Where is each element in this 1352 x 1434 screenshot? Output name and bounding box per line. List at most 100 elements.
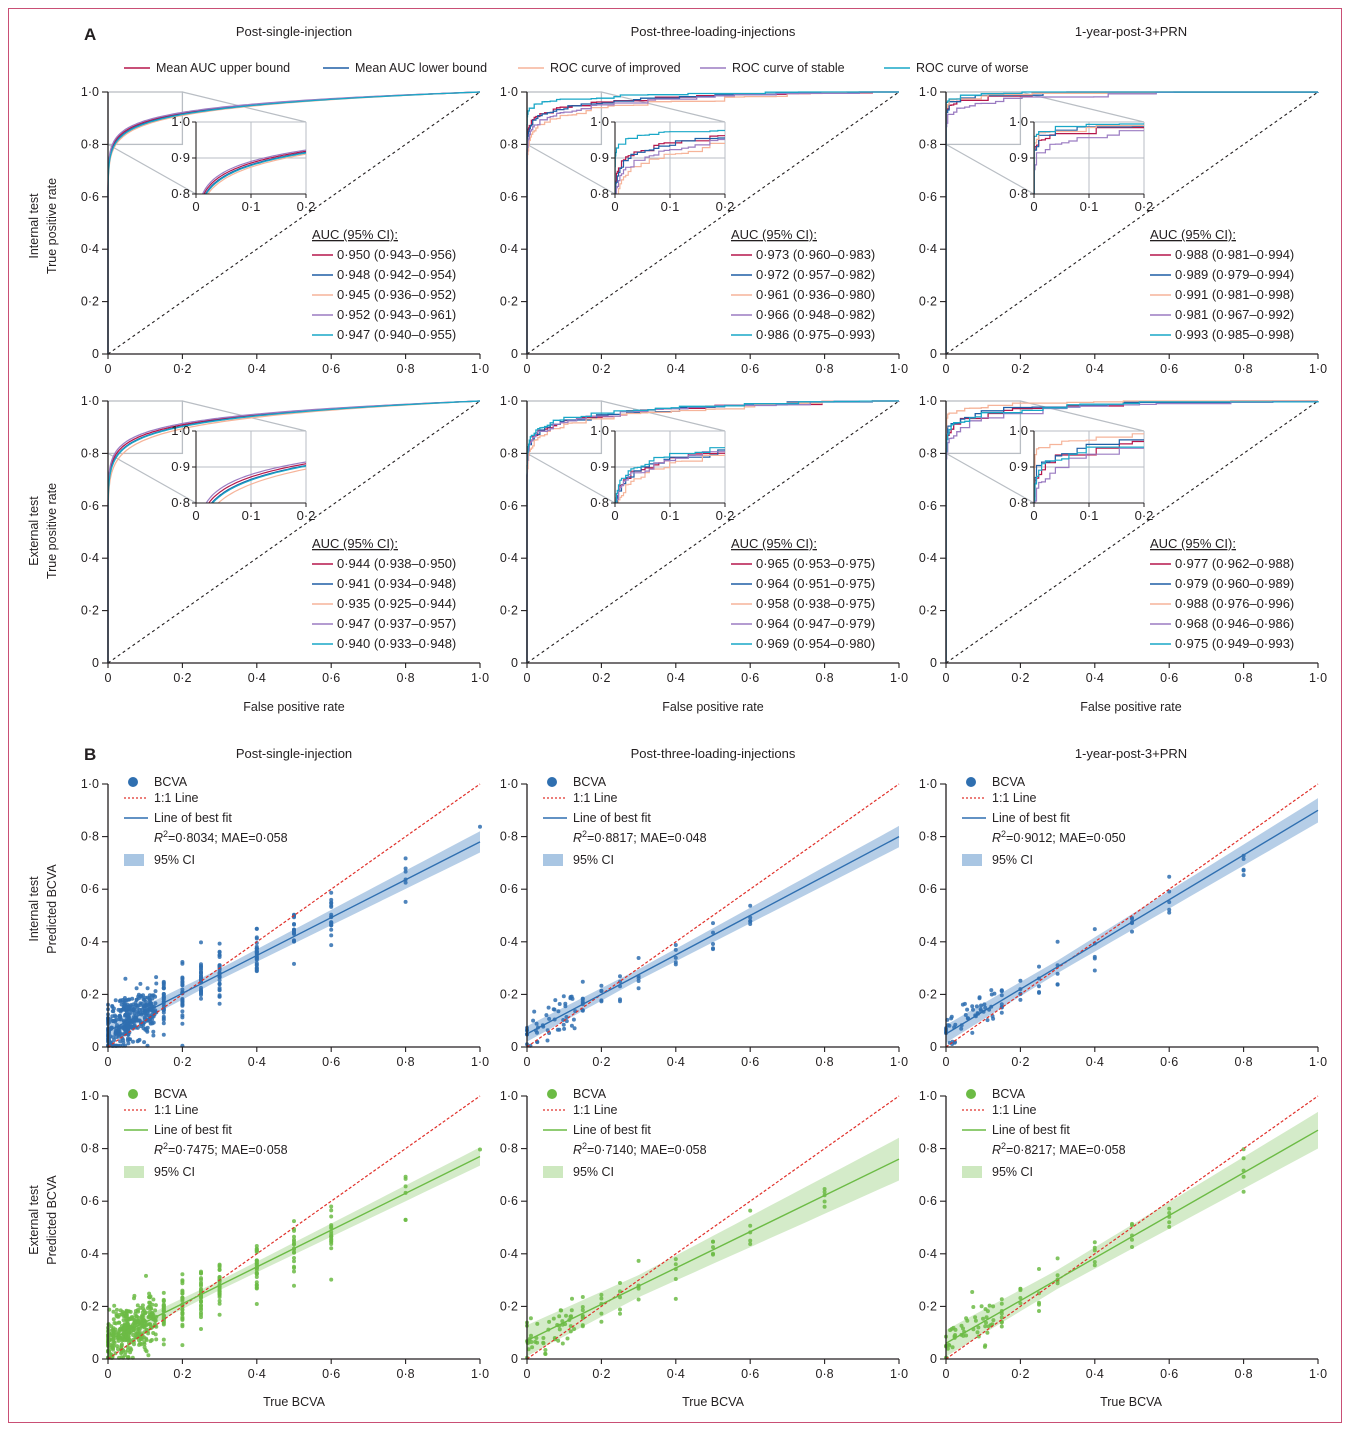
inset-x-tick-label: 0 [611, 199, 618, 214]
data-point [673, 943, 678, 947]
x-tick-label: 1·0 [471, 1367, 489, 1381]
y-tick-label: 0·4 [919, 935, 937, 949]
data-point [534, 1021, 539, 1026]
inset-zoom-plot: 0 0·1 0·2 0·8 0·9 1·0 [1009, 114, 1153, 214]
legend-oneone-label: 1:1 Line [573, 1103, 618, 1117]
panel-b-letter: B [84, 745, 96, 764]
roc-plot-external-2: 0 0·2 0·4 0·6 0·8 1·000·20·40·60·81·00 0·1 0·20… [500, 394, 908, 685]
data-point [546, 1005, 551, 1010]
data-point [147, 1304, 152, 1309]
legend-ci-label: 95% CI [154, 1165, 195, 1179]
data-point [154, 975, 159, 980]
data-point [141, 1004, 146, 1009]
data-point [127, 1025, 132, 1030]
data-point [133, 1321, 138, 1326]
legend-ci-label: 95% CI [573, 1165, 614, 1179]
data-point [144, 1322, 149, 1327]
x-tick-label: 0·6 [1160, 362, 1178, 376]
zoom-connector [107, 452, 197, 504]
y-tick-label: 0·2 [919, 295, 937, 309]
data-point [1167, 1211, 1172, 1215]
data-point [153, 1318, 158, 1323]
auc-legend-header: AUC (95% CI): [1150, 227, 1236, 242]
data-point [1092, 1240, 1097, 1245]
legend-ci-swatch [962, 854, 982, 866]
data-point [127, 1309, 131, 1314]
data-point [711, 1252, 715, 1257]
roc-plot-external-3: 0 0·2 0·4 0·6 0·8 1·000·20·40·60·81·00 0·1 0·20… [919, 394, 1327, 685]
roc-curve-stable [945, 400, 1319, 664]
inset-roc-curve-worse [205, 152, 306, 194]
data-point [147, 1002, 152, 1007]
roc-curve-worse [526, 400, 899, 663]
x-tick-label: 0·4 [1086, 1367, 1104, 1381]
y-tick-label: 0·8 [500, 446, 518, 460]
data-point [117, 1312, 122, 1317]
data-point [138, 981, 143, 986]
legend-oneone-label: 1:1 Line [573, 791, 618, 805]
x-tick-label: 1·0 [1309, 671, 1327, 685]
x-tick-label: 0 [105, 671, 112, 685]
data-point [329, 923, 334, 928]
data-point [135, 1303, 140, 1308]
data-point [545, 1038, 550, 1043]
data-point [128, 1037, 133, 1042]
data-point [329, 890, 334, 895]
data-point [553, 998, 558, 1003]
y-tick-label: 0·2 [81, 1299, 99, 1313]
data-point [572, 1327, 577, 1331]
data-point [1018, 978, 1023, 983]
y-tick-label: 0 [511, 656, 518, 670]
y-tick-label: 0·6 [500, 1194, 518, 1208]
data-point [148, 1322, 153, 1327]
legend-fit-label: Line of best fit [992, 1123, 1070, 1137]
data-point [180, 997, 185, 1002]
y-tick-label: 0·6 [919, 1194, 937, 1208]
data-point [403, 1217, 408, 1222]
data-point [992, 991, 997, 996]
data-point [822, 1204, 827, 1209]
data-point [618, 999, 622, 1004]
y-tick-label: 1·0 [500, 85, 518, 99]
data-point [1018, 1296, 1023, 1300]
auc-legend-value-stable: 0·981 (0·967–0·992) [1175, 307, 1294, 322]
data-point [748, 918, 753, 923]
y-tick-label: 0·4 [500, 242, 518, 256]
data-point [580, 1295, 585, 1299]
data-point [143, 1310, 148, 1315]
data-point [983, 1324, 988, 1329]
y-tick-label: 0 [930, 656, 937, 670]
data-point [1241, 1189, 1246, 1194]
data-point [217, 963, 222, 968]
data-point [149, 1338, 154, 1342]
data-point [117, 1032, 122, 1036]
data-point [984, 1315, 989, 1320]
panel-a-col-title-2: Post-three-loading-injections [631, 24, 796, 39]
y-tick-label: 0·2 [81, 604, 99, 618]
legend-a: Mean AUC upper bound Mean AUC lower boun… [124, 61, 1029, 75]
y-tick-label: 1·0 [500, 1089, 518, 1103]
best-fit-line [107, 841, 481, 1032]
x-tick-label: 0·8 [1235, 362, 1253, 376]
data-point [530, 1345, 535, 1350]
legend-fit-label: Line of best fit [154, 1123, 232, 1137]
data-point [999, 993, 1004, 998]
y-tick-label: 0·4 [919, 551, 937, 565]
data-point [113, 1032, 118, 1036]
data-point [199, 1310, 203, 1315]
data-point [561, 994, 566, 999]
data-point [329, 1214, 334, 1219]
y-tick-label: 0·8 [500, 1142, 518, 1156]
data-point [636, 986, 641, 991]
chance-diagonal [526, 400, 900, 664]
y-tick-label: 0·6 [500, 499, 518, 513]
data-point [131, 1039, 135, 1044]
data-point [122, 1338, 127, 1343]
y-tick-label: 0·8 [81, 137, 99, 151]
data-point [180, 1291, 185, 1296]
x-tick-label: 0·8 [816, 362, 834, 376]
inset-zoom-plot: 0 0·1 0·2 0·8 0·9 1·0 [1009, 423, 1153, 523]
auc-legend-value-lower: 0·979 (0·960–0·989) [1175, 576, 1294, 591]
auc-legend-value-improved: 0·945 (0·936–0·952) [337, 287, 456, 302]
data-point [673, 962, 678, 967]
